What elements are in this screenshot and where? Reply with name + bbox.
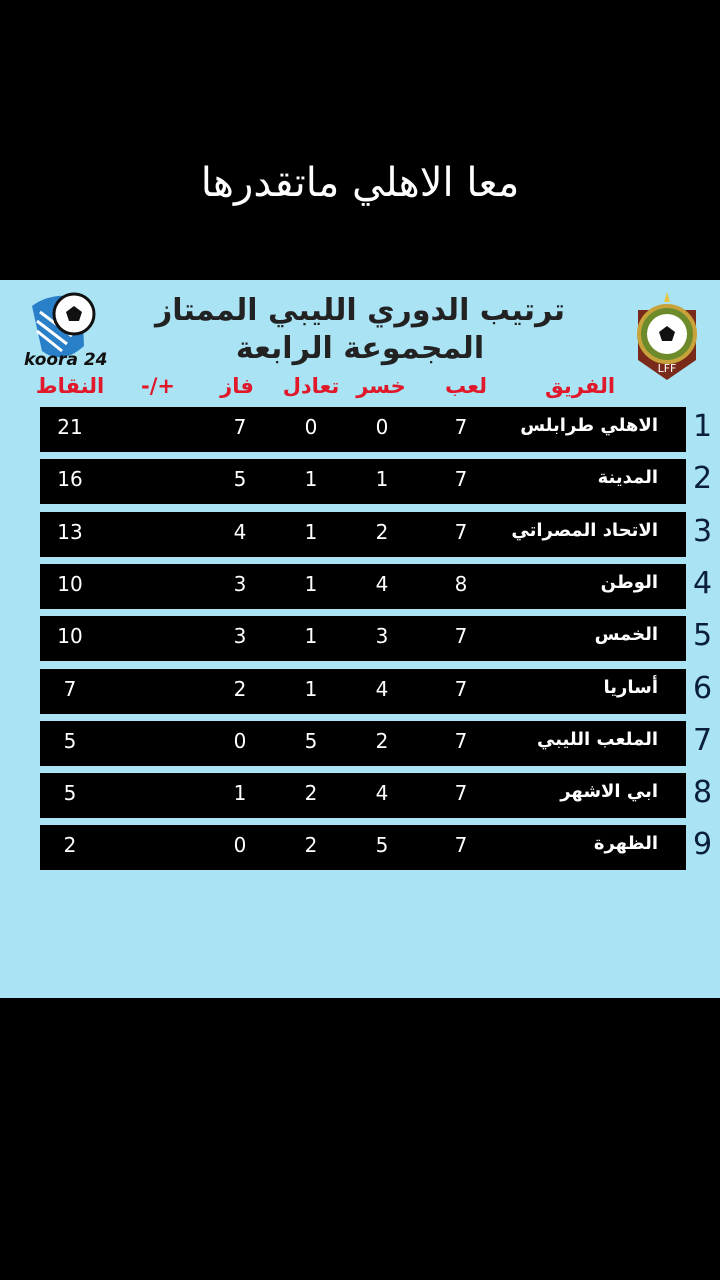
cell-lost: 1 [375,467,389,492]
header-points: النقاط [35,374,105,398]
cell-won: 1 [233,781,247,806]
team-name: الاهلي طرابلس [520,415,658,436]
cell-played: 7 [454,676,468,701]
rank-number: 1 [693,409,713,444]
header-played: لعب [445,374,487,398]
team-name: الخمس [594,624,658,646]
table-row: 10 3 1 4 8 الوطن [40,563,686,609]
team-name: الظهرة [593,833,658,855]
team-name: الاتحاد المصراتي [511,519,658,541]
cell-lost: 3 [375,624,389,649]
cell-points: 21 [57,415,83,439]
cell-played: 8 [454,571,468,596]
page-title: ترتيب الدوري الليبي الممتاز المجموعة الر… [150,292,570,368]
cell-won: 0 [233,833,247,858]
cell-points: 5 [63,781,77,806]
cell-points: 10 [57,624,83,649]
cell-drawn: 1 [304,624,318,649]
svg-text:LFF: LFF [658,362,677,375]
cell-lost: 4 [375,676,389,701]
table-row: 5 0 5 2 7 الملعب الليبي [40,720,686,766]
cell-won: 3 [233,624,247,649]
cell-points: 5 [63,728,77,753]
cell-drawn: 2 [304,781,318,806]
header-won: فاز [220,374,254,398]
koora24-logo-icon [32,292,96,358]
cell-points: 16 [57,467,83,492]
cell-drawn: 1 [304,676,318,701]
cell-lost: 2 [375,519,389,544]
team-name: ابي الاشهر [560,781,658,803]
cell-won: 7 [233,415,247,439]
cell-won: 4 [233,519,247,544]
header-team: الفريق [544,374,616,398]
standings-panel: koora 24 ترتيب الدوري الليبي الممتاز الم… [0,280,720,998]
title-line-2: المجموعة الرابعة [235,331,485,366]
cell-lost: 4 [375,781,389,806]
table-row: 7 2 1 4 7 أساريا [40,668,686,714]
cell-played: 7 [454,415,468,439]
cell-lost: 5 [375,833,389,858]
rank-number: 8 [693,775,713,811]
cell-won: 3 [233,571,247,596]
title-line-1: ترتيب الدوري الليبي الممتاز [154,293,565,328]
brand-text: koora 24 [24,350,108,370]
rank-number: 2 [693,461,713,497]
cell-won: 5 [233,467,247,492]
table-row: 5 1 2 4 7 ابي الاشهر [40,773,686,819]
team-name: أساريا [603,676,658,698]
cell-points: 7 [63,676,77,701]
cell-drawn: 1 [304,519,318,544]
cell-drawn: 0 [304,415,318,439]
cell-drawn: 1 [304,571,318,596]
table-row: 16 5 1 1 7 المدينة [40,459,686,505]
rank-number: 4 [693,565,713,601]
cell-lost: 4 [375,571,389,596]
team-name: الملعب الليبي [536,728,658,750]
header-drawn: تعادل [282,374,340,398]
cell-played: 7 [454,781,468,806]
cell-drawn: 2 [304,833,318,858]
table-row: 10 3 1 3 7 الخمس [40,616,686,662]
video-caption: معا الاهلي ماتقدرها [200,160,520,206]
cell-played: 7 [454,728,468,753]
header-diff: -/+ [141,374,175,398]
rank-number: 6 [693,670,713,706]
rank-number: 3 [693,513,713,549]
cell-played: 7 [454,624,468,649]
cell-points: 13 [57,519,83,544]
table-row: 13 4 1 2 7 الاتحاد المصراتي [40,511,686,557]
cell-drawn: 5 [304,728,318,753]
cell-played: 7 [454,467,468,492]
cell-lost: 2 [375,728,389,753]
cell-drawn: 1 [304,467,318,492]
header-lost: خسر [356,374,406,398]
cell-lost: 0 [375,415,389,439]
cell-won: 0 [233,728,247,753]
lff-logo-icon: LFF [637,292,697,380]
rank-number: 7 [693,722,713,758]
table-row: 21 7 0 0 7 الاهلي طرابلس [40,407,686,452]
cell-points: 10 [57,571,83,596]
rank-number: 5 [693,618,713,654]
team-name: المدينة [597,467,658,489]
cell-played: 7 [454,519,468,544]
cell-points: 2 [63,833,77,858]
team-name: الوطن [600,571,658,593]
table-row: 2 0 2 5 7 الظهرة [40,825,686,871]
rank-number: 9 [693,827,713,863]
cell-won: 2 [233,676,247,701]
cell-played: 7 [454,833,468,858]
